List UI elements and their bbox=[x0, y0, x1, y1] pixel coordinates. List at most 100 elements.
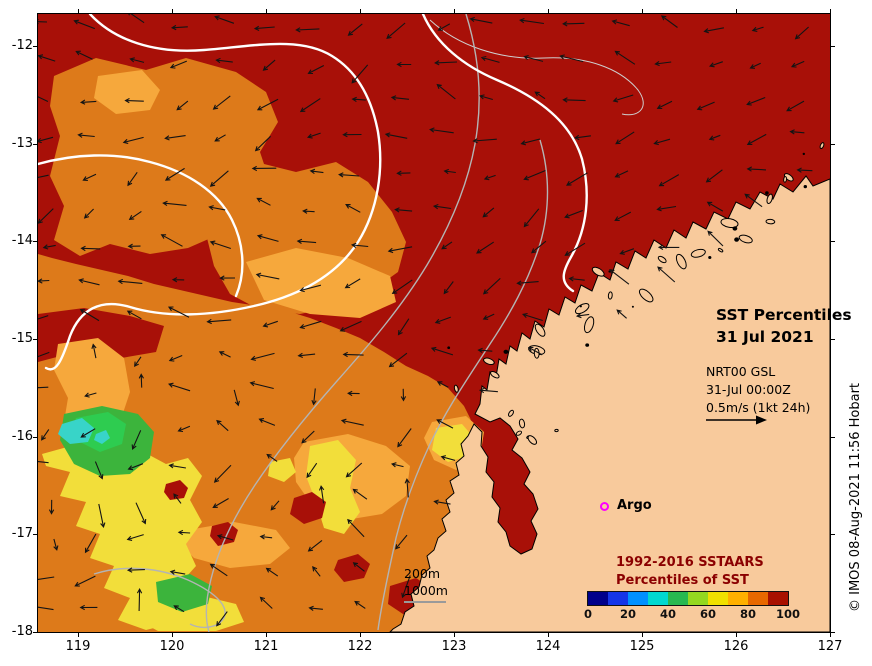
island bbox=[765, 191, 769, 195]
colorbar-tick-labels: 0 20 40 60 80 100 bbox=[584, 607, 800, 621]
island bbox=[765, 218, 776, 225]
x-tick-mark bbox=[172, 633, 173, 637]
x-tick-mark-top bbox=[266, 9, 267, 13]
island bbox=[447, 346, 451, 350]
x-tick-mark bbox=[454, 633, 455, 637]
x-tick-mark-top bbox=[548, 9, 549, 13]
x-tick-mark bbox=[830, 633, 831, 637]
x-tick-label: 124 bbox=[535, 639, 561, 654]
colorbar-segment bbox=[588, 592, 608, 605]
x-tick-label: 125 bbox=[629, 639, 655, 654]
x-tick-label: 120 bbox=[159, 639, 185, 654]
y-tick-mark bbox=[33, 143, 37, 145]
island bbox=[783, 176, 788, 183]
colorbar-segment bbox=[748, 592, 768, 605]
wind-scale-arrow bbox=[706, 415, 767, 425]
x-tick-mark-top bbox=[736, 9, 737, 13]
y-tick-mark-right bbox=[831, 339, 835, 340]
colorbar-segment bbox=[628, 592, 648, 605]
island bbox=[518, 418, 526, 429]
island bbox=[490, 370, 500, 379]
y-tick-label: -15 bbox=[11, 331, 33, 346]
island bbox=[738, 234, 753, 244]
y-tick-label: -16 bbox=[11, 428, 33, 444]
colorbar-segment bbox=[728, 592, 748, 605]
credit-text: © IMOS 08-Aug-2021 11:56 Hobart bbox=[848, 382, 863, 612]
x-tick-mark-top bbox=[78, 9, 79, 13]
colorbar-title: 1992-2016 SSTAARS bbox=[616, 555, 764, 570]
island bbox=[802, 152, 805, 156]
x-tick-mark-top bbox=[454, 9, 455, 13]
x-tick-mark-top bbox=[360, 9, 361, 13]
wind-vectors bbox=[38, 14, 813, 627]
colorbar-segment bbox=[688, 592, 708, 605]
y-tick-mark-right bbox=[831, 534, 835, 536]
colorbar-tick-label: 40 bbox=[659, 607, 677, 621]
colorbar-tick-label: 80 bbox=[739, 607, 757, 621]
colorbar-tick-label: 20 bbox=[619, 607, 637, 621]
x-tick-label: 123 bbox=[441, 639, 467, 654]
product-time: 31-Jul 00:00Z bbox=[706, 382, 791, 397]
island bbox=[583, 316, 595, 334]
y-tick-mark-right bbox=[831, 436, 835, 438]
x-tick-mark bbox=[78, 633, 79, 637]
island bbox=[720, 218, 739, 228]
x-tick-mark bbox=[642, 633, 643, 637]
island bbox=[708, 256, 712, 259]
island bbox=[585, 343, 590, 347]
x-tick-label: 121 bbox=[253, 639, 279, 654]
y-tick-mark bbox=[33, 339, 37, 340]
wind-vector-layer bbox=[38, 14, 813, 627]
map-date: 31 Jul 2021 bbox=[716, 328, 814, 346]
y-tick-label: -12 bbox=[11, 38, 33, 53]
y-tick-mark bbox=[33, 241, 37, 243]
island bbox=[503, 349, 509, 354]
x-tick-label: 127 bbox=[817, 639, 843, 654]
island bbox=[819, 142, 825, 150]
island bbox=[527, 435, 538, 445]
y-tick-label: -18 bbox=[11, 624, 33, 639]
colorbar-subtitle: Percentiles of SST bbox=[616, 573, 749, 588]
y-tick-label: -13 bbox=[11, 135, 33, 151]
y-tick-mark-right bbox=[831, 241, 835, 243]
island bbox=[579, 305, 582, 308]
island bbox=[734, 237, 739, 242]
colorbar-tick-label: 0 bbox=[583, 607, 593, 621]
colorbar-segment bbox=[608, 592, 628, 605]
x-tick-label: 126 bbox=[723, 639, 749, 654]
map-plot-area bbox=[37, 13, 831, 633]
island bbox=[717, 248, 724, 253]
colorbar-tick-label: 100 bbox=[775, 607, 801, 621]
y-tick-mark bbox=[33, 632, 37, 633]
colorbar-segment bbox=[668, 592, 688, 605]
y-tick-label: -17 bbox=[11, 526, 33, 542]
y-tick-mark-right bbox=[831, 632, 835, 633]
island-layer bbox=[447, 142, 825, 445]
colorbar-tick-label: 60 bbox=[699, 607, 717, 621]
isobath-contours bbox=[93, 14, 644, 632]
x-tick-label: 122 bbox=[347, 639, 373, 654]
island bbox=[690, 248, 706, 258]
x-tick-mark bbox=[548, 633, 549, 637]
argo-float-marker bbox=[600, 502, 609, 511]
x-tick-mark bbox=[736, 633, 737, 637]
argo-label: Argo bbox=[617, 498, 652, 513]
wind-scale-label: 0.5m/s (1kt 24h) bbox=[706, 400, 811, 415]
map-canvas bbox=[38, 14, 830, 632]
island bbox=[508, 409, 514, 417]
island bbox=[657, 255, 667, 264]
island bbox=[675, 253, 687, 270]
x-tick-label: 119 bbox=[65, 639, 91, 654]
y-tick-mark bbox=[33, 436, 37, 438]
x-tick-mark-top bbox=[830, 9, 831, 13]
x-tick-mark bbox=[266, 633, 267, 637]
sst-low-percentile-patches bbox=[42, 406, 474, 631]
product-name: NRT00 GSL bbox=[706, 364, 776, 379]
island bbox=[607, 291, 613, 300]
island bbox=[766, 193, 773, 205]
colorbar-segment bbox=[648, 592, 668, 605]
colorbar bbox=[587, 591, 789, 606]
island bbox=[638, 288, 654, 303]
island bbox=[783, 173, 794, 182]
